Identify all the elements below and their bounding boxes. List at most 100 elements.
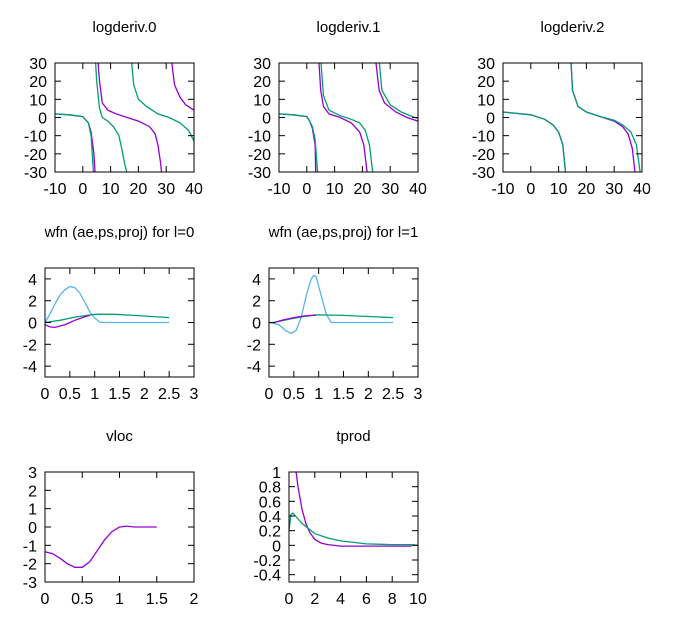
y-tick-label: -10 (248, 129, 271, 146)
y-tick-label: 20 (29, 74, 47, 91)
y-tick-label: 2 (28, 294, 37, 311)
y-tick-label: -2 (23, 557, 37, 574)
y-tick-label: -30 (248, 165, 271, 182)
y-tick-label: -2 (23, 337, 37, 354)
x-tick-label: 40 (409, 181, 427, 198)
series-line-purple (295, 472, 412, 547)
y-tick-label: -10 (24, 129, 47, 146)
chart-title: tprod (336, 428, 370, 445)
x-tick-label: 10 (409, 591, 427, 608)
x-tick-label: 10 (326, 181, 344, 198)
x-tick-label: 2 (364, 386, 373, 403)
chart-title: wfn (ae,ps,proj) for l=0 (44, 224, 195, 241)
y-tick-label: 0 (486, 111, 495, 128)
x-tick-label: 20 (354, 181, 372, 198)
x-tick-label: 10 (102, 181, 120, 198)
y-tick-label: -30 (472, 165, 495, 182)
x-tick-label: 2 (190, 591, 199, 608)
x-tick-label: 4 (336, 591, 345, 608)
y-tick-label: 4 (252, 272, 261, 289)
x-tick-label: 30 (157, 181, 175, 198)
y-tick-label: -1 (23, 538, 37, 555)
x-tick-label: 0 (302, 181, 311, 198)
x-tick-label: 3 (414, 386, 423, 403)
y-tick-label: 10 (477, 92, 495, 109)
y-tick-label: 0 (252, 316, 261, 333)
y-tick-label: 0 (38, 111, 47, 128)
x-tick-label: 1 (90, 386, 99, 403)
series-line-blue (45, 285, 170, 324)
y-tick-label: 2 (252, 294, 261, 311)
series-line-purple (55, 63, 194, 172)
x-tick-label: 0 (526, 181, 535, 198)
x-tick-label: 0 (78, 181, 87, 198)
series-line-purple (503, 63, 636, 172)
x-tick-label: -10 (43, 181, 66, 198)
y-tick-label: -10 (472, 129, 495, 146)
y-tick-label: 0 (272, 538, 281, 555)
chart-title: logderiv.1 (317, 19, 381, 36)
y-tick-label: 30 (29, 56, 47, 73)
x-tick-label: 1.5 (146, 591, 168, 608)
y-tick-label: 0.8 (259, 480, 281, 497)
y-tick-label: -3 (23, 575, 37, 592)
y-tick-label: 3 (28, 465, 37, 482)
x-tick-label: 3 (190, 386, 199, 403)
chart-panel-3: wfn (ae,ps,proj) for l=0 0 0.5 1 1.5 2 2.5 3 -4 -… (23, 224, 199, 403)
y-tick-label: 30 (253, 56, 271, 73)
y-tick-label: -20 (24, 147, 47, 164)
series-line-purple (273, 314, 317, 324)
series-line-green (279, 63, 418, 172)
x-tick-label: 8 (388, 591, 397, 608)
x-tick-label: -10 (491, 181, 514, 198)
y-tick-label: 0 (262, 111, 271, 128)
x-tick-label: 10 (550, 181, 568, 198)
series-line-purple (45, 314, 90, 329)
x-tick-label: 0 (285, 591, 294, 608)
x-tick-label: 0.5 (59, 386, 81, 403)
x-tick-label: 2 (140, 386, 149, 403)
series-line-green (503, 63, 641, 172)
y-tick-label: 30 (477, 56, 495, 73)
x-tick-label: 0 (265, 386, 274, 403)
series-line-green (289, 512, 418, 546)
x-tick-label: 0 (41, 591, 50, 608)
x-tick-label: 1.5 (108, 386, 130, 403)
x-tick-label: 1.5 (332, 386, 354, 403)
x-tick-label: 20 (578, 181, 596, 198)
y-tick-label: -30 (24, 165, 47, 182)
x-tick-label: 0.5 (71, 591, 93, 608)
y-tick-label: -0.4 (253, 568, 281, 585)
y-tick-label: 4 (28, 272, 37, 289)
plot-frame (54, 62, 195, 173)
chart-title: logderiv.0 (93, 19, 157, 36)
x-tick-label: 1 (314, 386, 323, 403)
x-tick-label: 40 (633, 181, 651, 198)
y-tick-label: 20 (253, 74, 271, 91)
x-tick-label: 6 (362, 591, 371, 608)
series-line-purple (45, 525, 157, 568)
series-line-purple (279, 63, 418, 172)
series-line-green (273, 314, 394, 324)
x-tick-label: 0.5 (283, 386, 305, 403)
x-tick-label: 30 (381, 181, 399, 198)
x-tick-label: 0 (41, 386, 50, 403)
x-tick-label: 2 (310, 591, 319, 608)
y-tick-label: -0.2 (253, 553, 281, 570)
y-tick-label: 0 (28, 316, 37, 333)
y-tick-label: -2 (247, 337, 261, 354)
y-tick-label: -4 (23, 359, 37, 376)
series-line-green (45, 313, 170, 324)
y-tick-label: 10 (253, 92, 271, 109)
x-tick-label: 30 (605, 181, 623, 198)
x-tick-label: 1 (115, 591, 124, 608)
y-tick-label: -20 (472, 147, 495, 164)
x-tick-label: -10 (267, 181, 290, 198)
chart-panel-4: wfn (ae,ps,proj) for l=1 0 0.5 1 1.5 2 2.5 3 -4 -… (247, 224, 423, 403)
y-tick-label: 0.2 (259, 524, 281, 541)
y-tick-label: 20 (477, 74, 495, 91)
